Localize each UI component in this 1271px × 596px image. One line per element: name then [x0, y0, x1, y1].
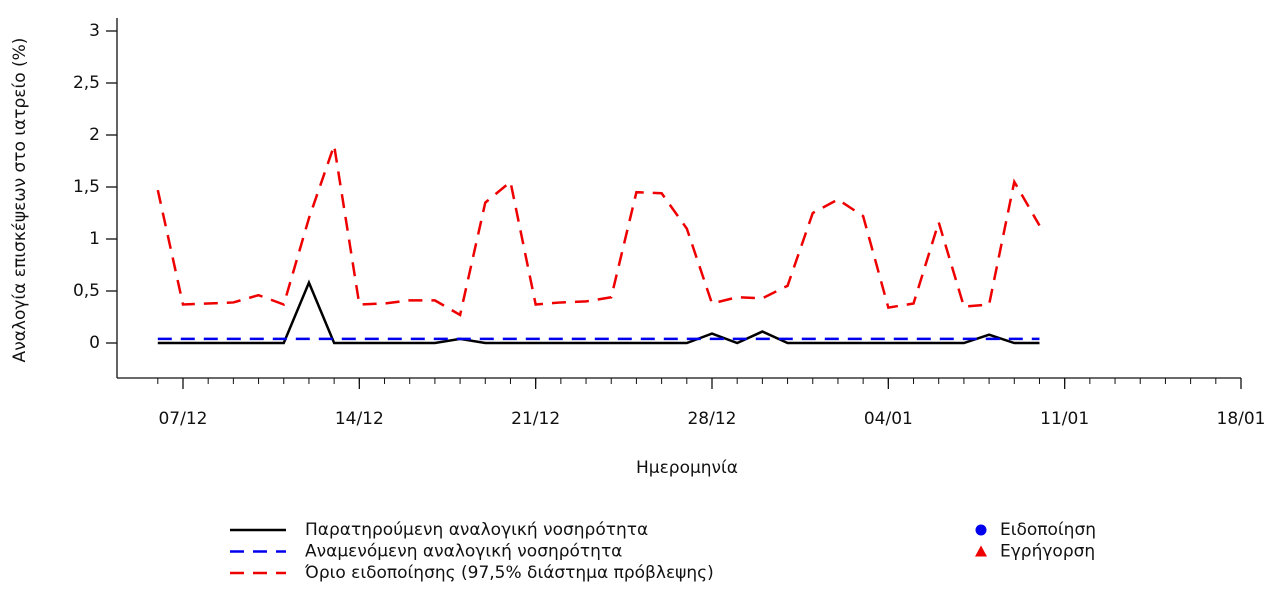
- y-tick-label: 3: [89, 21, 100, 41]
- x-tick-label: 11/01: [1040, 409, 1089, 429]
- y-tick-label: 1,5: [73, 177, 100, 197]
- y-tick-label: 2: [89, 125, 100, 145]
- x-tick-label: 28/12: [687, 409, 736, 429]
- x-tick-label: 07/12: [158, 409, 207, 429]
- legend-label: Όριο ειδοποίησης (97,5% διάστημα πρόβλεψ…: [304, 563, 714, 583]
- x-tick-label: 18/01: [1217, 409, 1266, 429]
- x-tick-label: 04/01: [864, 409, 913, 429]
- y-tick-label: 0: [89, 333, 100, 353]
- y-tick-label: 2,5: [73, 73, 100, 93]
- y-tick-label: 0,5: [73, 281, 100, 301]
- series-line: [156, 144, 1041, 317]
- y-axis-title: Αναλογία επισκέψεων στο ιατρείο (%): [10, 38, 30, 363]
- legend-marker: [975, 524, 987, 536]
- y-tick-label: 1: [89, 229, 100, 249]
- legend-label: Παρατηρούμενη αναλογική νοσηρότητα: [305, 520, 648, 540]
- legend-marker: [975, 545, 987, 557]
- x-tick-label: 14/12: [335, 409, 384, 429]
- legend-label: Εγρήγορση: [1000, 542, 1095, 562]
- x-tick-label: 21/12: [511, 409, 560, 429]
- series-line: [157, 279, 1040, 345]
- x-axis-title: Ημερομηνία: [636, 458, 738, 478]
- legend-label: Ειδοποίηση: [1000, 520, 1096, 540]
- legend-label: Αναμενόμενη αναλογική νοσηρότητα: [305, 542, 622, 562]
